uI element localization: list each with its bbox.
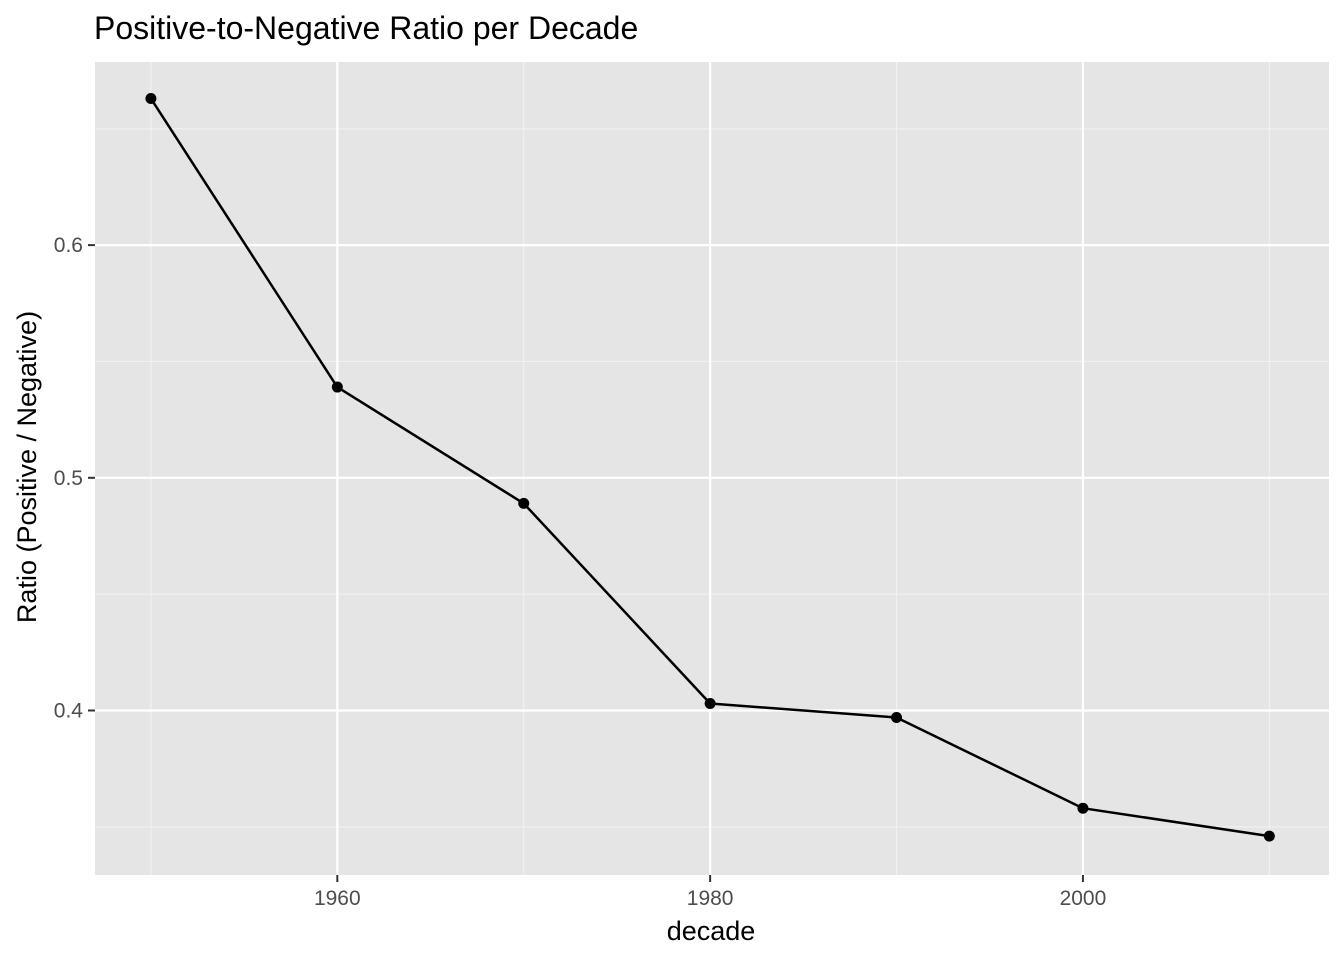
series-layer <box>145 93 1275 842</box>
chart-title: Positive-to-Negative Ratio per Decade <box>94 10 638 46</box>
y-axis-title: Ratio (Positive / Negative) <box>12 311 42 623</box>
data-point <box>1077 802 1089 814</box>
y-tick-label: 0.5 <box>54 467 83 490</box>
data-point <box>518 497 530 509</box>
minor-gridlines <box>95 62 1329 875</box>
data-point <box>704 698 716 710</box>
major-gridlines <box>95 62 1329 875</box>
y-tick-label: 0.4 <box>54 699 84 722</box>
x-tick-label: 1980 <box>687 887 734 910</box>
data-point <box>1263 830 1275 842</box>
axis-ticks: 1960 1980 2000 0.4 0.5 0.6 <box>54 234 1107 910</box>
data-point <box>891 711 903 723</box>
plot-panel <box>95 62 1329 875</box>
data-point <box>331 381 343 393</box>
x-tick-label: 1960 <box>314 887 361 910</box>
x-axis-title: decade <box>667 916 756 946</box>
data-point <box>145 93 157 105</box>
x-tick-label: 2000 <box>1060 887 1107 910</box>
y-tick-label: 0.6 <box>54 234 83 257</box>
